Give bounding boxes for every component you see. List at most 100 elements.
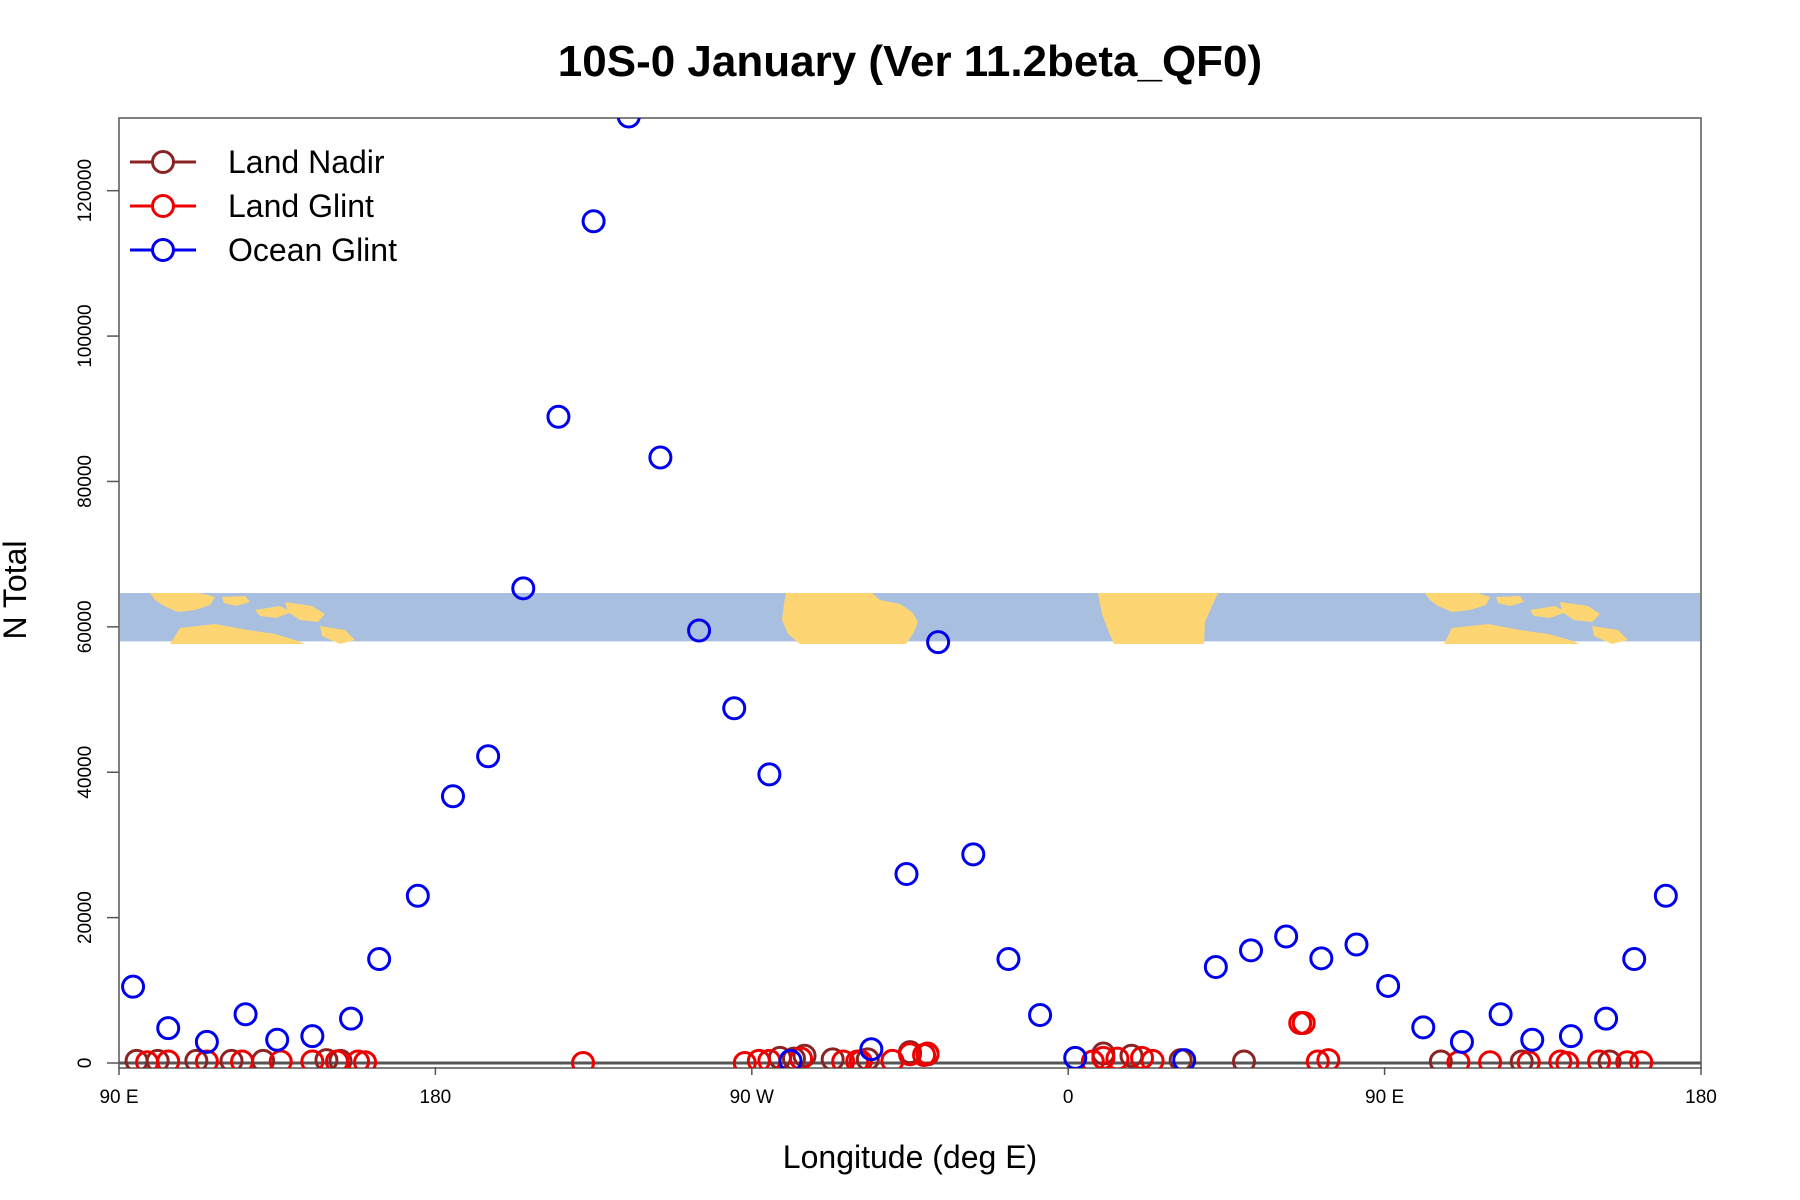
x-tick-label: 90 W [730,1087,774,1108]
y-tick-label: 120000 [75,159,96,222]
map-land-africa [1098,593,1218,644]
data-point [894,862,919,886]
data-point [732,1051,757,1068]
data-point [898,1042,922,1067]
data-point [1594,1006,1619,1031]
data-point [314,1048,339,1068]
map-land-islands-right [1496,596,1566,618]
data-point [339,1006,364,1031]
data-point [1239,938,1264,963]
data-point [1411,1015,1436,1040]
data-point [353,1050,378,1068]
x-tick-label: 180 [1685,1087,1717,1108]
data-point [1231,1049,1256,1068]
data-point [1105,1046,1130,1068]
data-point [1316,1048,1341,1068]
data-point [1653,883,1678,908]
x-axis-title: Longitude (deg E) [783,1139,1037,1175]
map-land-south-america [782,593,918,644]
data-point [1488,1002,1513,1027]
data-point [1291,1011,1316,1036]
data-point [1344,932,1369,957]
map-land-papua-left [285,602,325,622]
data-point [1449,1029,1474,1054]
data-point [367,947,392,972]
y-tick-label: 80000 [75,455,96,508]
data-point [184,1048,209,1068]
legend-marker [151,150,175,174]
data-point [1203,955,1228,980]
data-point [859,1037,884,1062]
data-point [961,842,986,867]
x-tick-label: 90 E [1365,1087,1404,1108]
data-point [511,576,536,601]
data-point [1548,1049,1573,1068]
legend-marker [151,194,175,218]
data-point [1130,1045,1155,1068]
data-point [233,1002,258,1027]
y-tick-label: 100000 [75,304,96,367]
data-point [265,1027,290,1052]
x-axis: 90 E 180 90 W 0 90 E 180 [99,1067,1717,1108]
data-point [300,1049,325,1068]
data-point [1509,1049,1534,1068]
map-land-papua-right [1560,602,1600,622]
data-point [1597,1049,1622,1068]
chart-title: 10S-0 January (Ver 11.2beta_QF0) [558,37,1262,86]
data-point [546,404,571,429]
x-tick-label: 90 E [99,1087,138,1108]
data-point [581,209,606,234]
data-point [1172,1048,1197,1068]
data-point [476,744,501,769]
y-tick-label: 0 [75,1058,96,1069]
map-land-indonesia-right [1425,593,1490,612]
data-point [1063,1045,1088,1068]
data-point [792,1043,817,1068]
y-tick-label: 40000 [75,746,96,799]
y-tick-label: 20000 [75,891,96,944]
y-axis-title: N Total [0,540,33,639]
data-point [1622,947,1647,972]
legend-marker [151,238,175,262]
data-point [831,1049,856,1068]
legend-label: Ocean Glint [228,232,397,268]
data-point [1274,924,1299,949]
data-point [1558,1024,1583,1049]
data-point [156,1016,181,1041]
map-land-indonesia-left [150,593,215,612]
data-point [781,1046,806,1068]
data-point [996,947,1021,972]
data-point [1091,1045,1116,1068]
data-point [1428,1049,1453,1068]
data-point [1080,1049,1105,1068]
legend-label: Land Glint [228,188,374,224]
data-point [820,1047,845,1068]
data-point [440,784,465,809]
x-tick-label: 180 [420,1087,452,1108]
data-point [230,1049,255,1068]
data-point [300,1024,325,1049]
y-axis: 0 20000 40000 60000 80000 100000 120000 [75,159,119,1068]
data-point [405,883,430,908]
data-point [1478,1050,1503,1068]
data-point [616,118,641,129]
data-point [219,1048,244,1068]
map-land-australia-right [1444,624,1628,644]
legend-label: Land Nadir [228,144,385,180]
data-point [1140,1048,1165,1068]
data-point [1305,1049,1330,1068]
x-tick-label: 0 [1063,1087,1074,1108]
data-point [121,974,146,999]
data-point [1587,1049,1612,1068]
data-point [648,445,673,470]
data-point [1520,1027,1545,1052]
data-point [1376,973,1401,998]
data-point [722,696,747,721]
data-point [194,1029,219,1054]
data-point [926,630,951,655]
map-land-islands-left [222,596,292,618]
data-point [855,1047,880,1068]
data-point [1615,1050,1640,1068]
data-point [571,1051,596,1068]
data-point [145,1048,170,1068]
